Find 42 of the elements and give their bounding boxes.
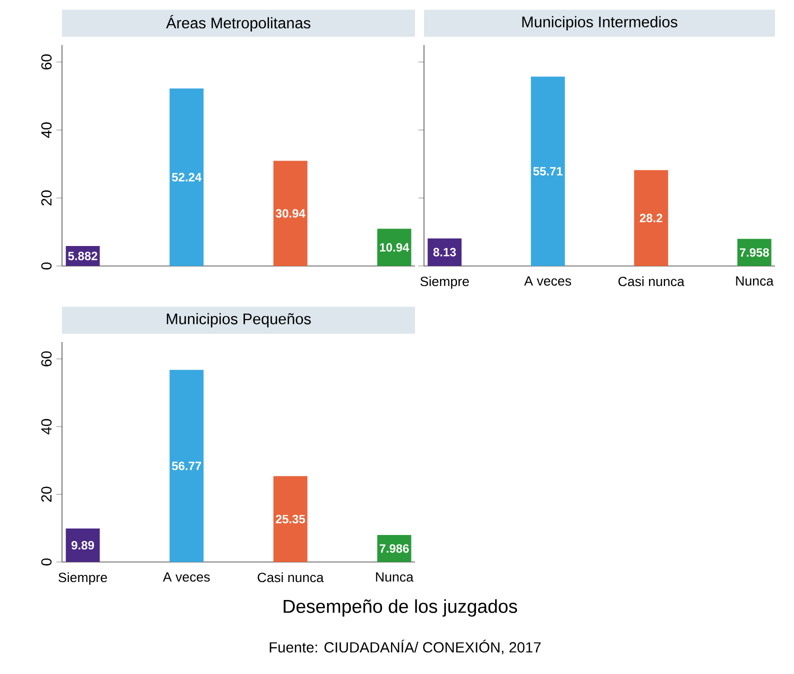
bar <box>273 476 308 562</box>
chart-title: Municipios Pequeños <box>166 313 311 328</box>
data-label: 5.882 <box>68 252 98 260</box>
data-label: 28.2 <box>640 214 662 222</box>
bar <box>170 88 204 266</box>
data-label: 56.77 <box>172 462 202 470</box>
x-tick-label: A veces <box>524 276 572 286</box>
x-tick-label: Siempre <box>58 572 107 585</box>
data-label: 52.24 <box>172 172 202 182</box>
bar <box>428 238 462 266</box>
bar <box>66 528 100 562</box>
y-tick-label: 60 <box>41 351 52 366</box>
data-label: 55.71 <box>533 167 563 176</box>
chart-title: Áreas Metropolitanas <box>166 14 310 32</box>
data-label: 8.13 <box>433 248 456 256</box>
y-tick-label: 40 <box>41 122 52 138</box>
bar <box>530 76 565 266</box>
data-label: 7.958 <box>740 248 770 257</box>
y-tick-label: 20 <box>41 190 52 206</box>
y-tick-label: 0 <box>41 262 52 270</box>
x-tick-label: A veces <box>162 572 210 582</box>
y-tick-label: 40 <box>41 419 52 434</box>
bar <box>377 228 412 266</box>
x-tick-label: Casi nunca <box>618 276 684 286</box>
source-note: Fuente: CIUDADANÍA/ CONEXIÓN, 2017 <box>270 640 541 654</box>
x-tick-label: Nunca <box>736 276 774 286</box>
y-tick-label: 0 <box>41 558 52 566</box>
y-tick-label: 60 <box>41 54 52 70</box>
y-tick-label: 20 <box>41 486 52 502</box>
bar <box>170 370 204 562</box>
x-tick-label: Siempre <box>420 276 469 289</box>
chart-title: Municipios Intermedios <box>522 16 678 30</box>
data-label: 9.89 <box>72 540 94 550</box>
x-axis-title: Desempeño de los juzgados <box>284 599 518 617</box>
x-tick-label: Nunca <box>376 572 414 582</box>
data-label: 30.94 <box>276 209 306 218</box>
bar <box>273 160 308 266</box>
data-label: 7.986 <box>380 544 409 553</box>
x-tick-label: Casi nunca <box>258 572 324 582</box>
bar <box>634 170 668 266</box>
data-label: 25.35 <box>276 514 306 524</box>
data-label: 10.94 <box>380 243 410 252</box>
